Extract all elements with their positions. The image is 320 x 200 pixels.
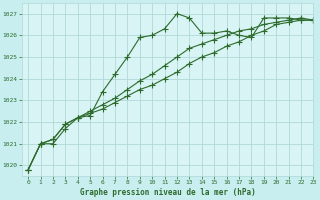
X-axis label: Graphe pression niveau de la mer (hPa): Graphe pression niveau de la mer (hPa) [80,188,256,197]
